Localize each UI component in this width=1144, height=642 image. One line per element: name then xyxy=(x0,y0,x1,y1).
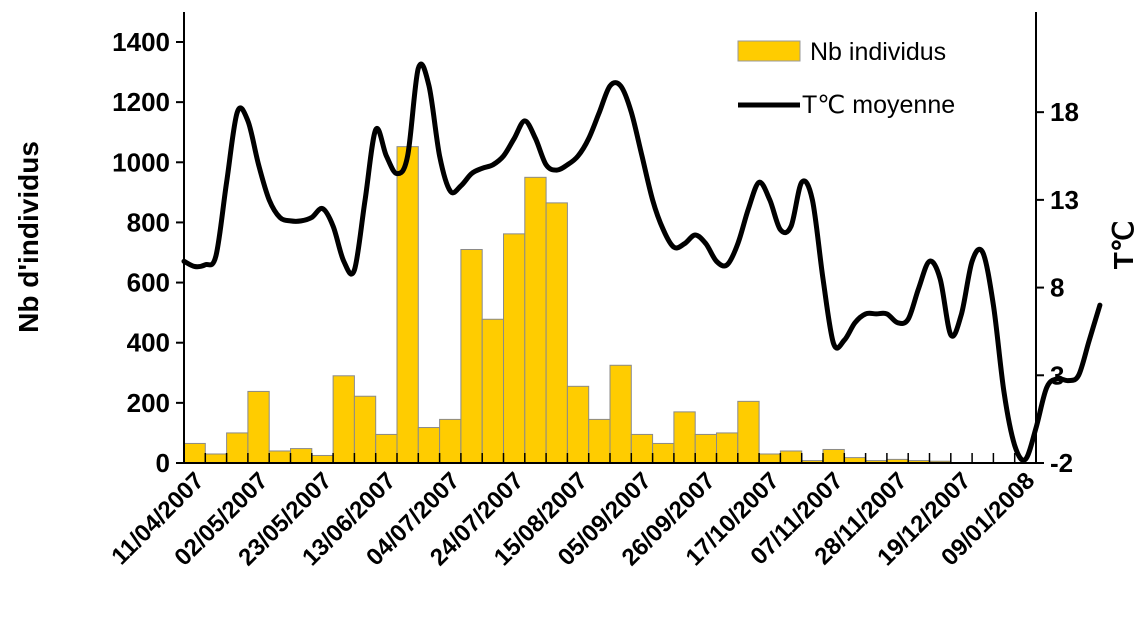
y2-tick-label: 18 xyxy=(1050,97,1079,127)
y-tick-label: 200 xyxy=(127,388,170,418)
bar xyxy=(396,146,419,464)
y2-axis-title: T℃ xyxy=(1108,221,1139,270)
legend-label-bars: Nb individus xyxy=(810,38,946,66)
bar xyxy=(183,442,206,464)
y2-tick-label: 8 xyxy=(1050,273,1064,303)
bar xyxy=(353,395,377,464)
bar xyxy=(204,453,228,464)
y2-tick-label: 3 xyxy=(1050,360,1064,390)
bar xyxy=(439,418,462,464)
bar xyxy=(290,448,313,464)
bar xyxy=(652,442,675,464)
bar xyxy=(588,418,611,464)
bar xyxy=(417,427,441,464)
bar xyxy=(822,448,845,464)
bar xyxy=(673,411,696,464)
bar xyxy=(460,248,483,464)
bar xyxy=(630,433,654,464)
legend: Nb individus T℃ moyenne xyxy=(737,38,955,119)
bar xyxy=(332,375,355,464)
y-axis-ticks: 0 200 400 600 800 1000 1200 1400 xyxy=(112,27,184,478)
y2-tick-label: -2 xyxy=(1050,448,1073,478)
y2-tick-label: 13 xyxy=(1050,185,1079,215)
line-series xyxy=(181,61,1103,463)
temperature-line xyxy=(181,61,1103,463)
y-tick-label: 0 xyxy=(156,448,170,478)
y-tick-label: 400 xyxy=(127,328,170,358)
y-tick-label: 800 xyxy=(127,207,170,237)
y-tick-label: 1200 xyxy=(112,87,170,117)
bar xyxy=(545,202,568,464)
y-tick-label: 1000 xyxy=(112,147,170,177)
legend-bar-swatch xyxy=(737,40,801,62)
bar xyxy=(503,233,526,464)
bar xyxy=(375,433,398,464)
bar xyxy=(779,450,803,464)
bar xyxy=(481,318,505,464)
bar xyxy=(268,450,292,464)
y-tick-label: 1400 xyxy=(112,27,170,57)
bar xyxy=(609,364,632,464)
bar xyxy=(247,390,270,464)
legend-label-line: T℃ moyenne xyxy=(802,91,955,119)
y-tick-label: 600 xyxy=(127,268,170,298)
bar xyxy=(716,432,739,464)
bar xyxy=(737,400,760,464)
x-axis-date-labels: 11/04/200702/05/200723/05/200713/06/2007… xyxy=(106,467,1040,571)
bar xyxy=(226,432,249,464)
bar xyxy=(524,176,547,464)
y-axis-title: Nb d'individus xyxy=(13,141,44,333)
bar xyxy=(758,453,781,464)
bar xyxy=(694,433,718,464)
y2-axis-ticks: -2 3 8 13 18 xyxy=(1036,97,1079,478)
x-axis-ticks xyxy=(183,453,1037,463)
bar xyxy=(311,454,334,464)
bar xyxy=(566,385,590,464)
bar-series xyxy=(183,146,952,464)
